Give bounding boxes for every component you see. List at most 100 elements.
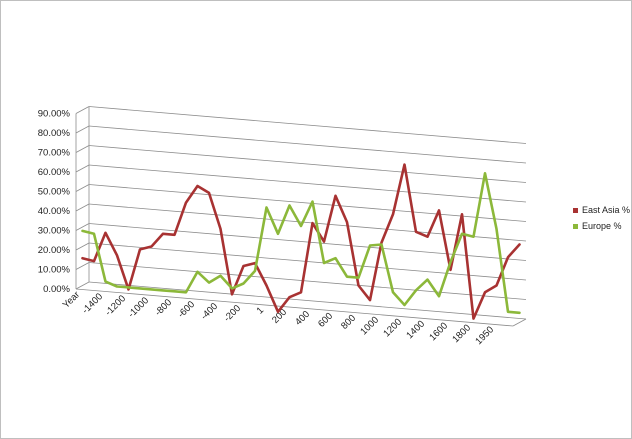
data-point xyxy=(185,201,187,204)
data-point xyxy=(334,257,337,260)
legend-swatch xyxy=(573,208,578,213)
side-wall-edge xyxy=(75,184,90,192)
data-point xyxy=(127,286,130,289)
data-point xyxy=(150,245,153,248)
data-point xyxy=(426,235,429,238)
gridline xyxy=(88,242,527,281)
y-tick-label: 40.00% xyxy=(38,206,71,217)
data-point xyxy=(507,311,509,313)
data-point xyxy=(380,243,383,246)
data-point xyxy=(162,233,164,235)
data-point xyxy=(357,276,360,279)
gridline xyxy=(88,281,527,320)
data-point xyxy=(415,231,417,233)
data-point xyxy=(415,289,417,292)
data-point xyxy=(438,209,440,212)
side-wall-edge xyxy=(75,242,90,251)
data-point xyxy=(311,200,314,203)
data-point xyxy=(219,228,222,230)
x-tick-label: 1 xyxy=(255,305,267,317)
data-point xyxy=(265,206,268,209)
data-point xyxy=(449,269,452,271)
data-point xyxy=(231,293,233,296)
x-tick-label: -400 xyxy=(199,301,220,322)
data-point xyxy=(150,288,153,291)
x-tick-label: 1600 xyxy=(427,321,450,344)
data-point xyxy=(173,290,176,293)
gridline xyxy=(88,262,527,300)
data-point xyxy=(438,295,440,298)
data-point xyxy=(403,304,406,306)
floor-right-edge xyxy=(512,318,527,327)
data-point xyxy=(173,234,176,236)
data-point xyxy=(139,287,141,290)
data-point xyxy=(185,291,187,294)
side-wall-edge xyxy=(75,203,90,212)
y-tick-label: 0.00% xyxy=(43,284,70,295)
data-point xyxy=(346,275,348,278)
data-point xyxy=(242,282,245,285)
data-point xyxy=(93,260,95,262)
gridline xyxy=(88,125,527,164)
data-point xyxy=(495,284,498,287)
data-point xyxy=(518,312,521,314)
data-point xyxy=(369,244,371,247)
data-point xyxy=(300,291,302,294)
data-point xyxy=(288,296,291,299)
gridline xyxy=(88,106,527,144)
data-point xyxy=(484,291,486,294)
data-point xyxy=(231,287,233,290)
data-point xyxy=(449,261,452,263)
data-point xyxy=(472,317,475,320)
data-point xyxy=(81,257,84,260)
x-tick-label: -1400 xyxy=(80,291,105,316)
x-tick-label: 400 xyxy=(293,309,312,328)
side-wall-edge xyxy=(75,223,90,231)
gridline xyxy=(88,164,527,203)
data-point xyxy=(93,233,95,235)
gridline xyxy=(88,203,527,242)
data-point xyxy=(196,185,199,187)
data-point xyxy=(334,195,337,197)
floor-front-edge xyxy=(75,288,514,327)
y-tick-label: 50.00% xyxy=(38,187,71,198)
data-point xyxy=(495,228,498,230)
y-tick-label: 20.00% xyxy=(38,245,71,256)
x-tick-label: 600 xyxy=(316,311,335,330)
data-point xyxy=(81,230,84,232)
data-point xyxy=(196,271,199,273)
data-point xyxy=(392,291,394,294)
y-tick-label: 80.00% xyxy=(38,128,71,139)
data-point xyxy=(139,248,141,251)
data-point xyxy=(311,222,314,224)
y-tick-label: 70.00% xyxy=(38,148,71,159)
data-point xyxy=(346,221,348,223)
data-point xyxy=(472,235,475,238)
side-wall-edge xyxy=(75,164,90,173)
side-wall-edge xyxy=(75,106,90,114)
data-point xyxy=(104,280,107,283)
data-point xyxy=(288,204,291,207)
data-point xyxy=(242,265,245,267)
x-tick-label: 1000 xyxy=(358,315,381,338)
side-wall-edge xyxy=(75,125,90,134)
data-point xyxy=(277,311,279,313)
data-point xyxy=(116,254,118,257)
y-tick-label: 60.00% xyxy=(38,167,71,178)
x-tick-label: -800 xyxy=(153,297,174,318)
x-tick-label: -600 xyxy=(176,299,197,320)
data-point xyxy=(323,262,325,264)
data-point xyxy=(208,281,210,284)
legend-entry: Europe % xyxy=(582,221,622,231)
data-point xyxy=(300,225,302,227)
data-point xyxy=(380,241,383,244)
data-point xyxy=(265,284,268,287)
y-tick-label: 90.00% xyxy=(38,109,71,120)
side-wall-edge xyxy=(75,262,90,270)
data-point xyxy=(357,284,360,287)
data-point xyxy=(219,274,222,277)
data-point xyxy=(162,289,164,292)
data-point xyxy=(277,233,279,235)
data-point xyxy=(426,278,429,281)
